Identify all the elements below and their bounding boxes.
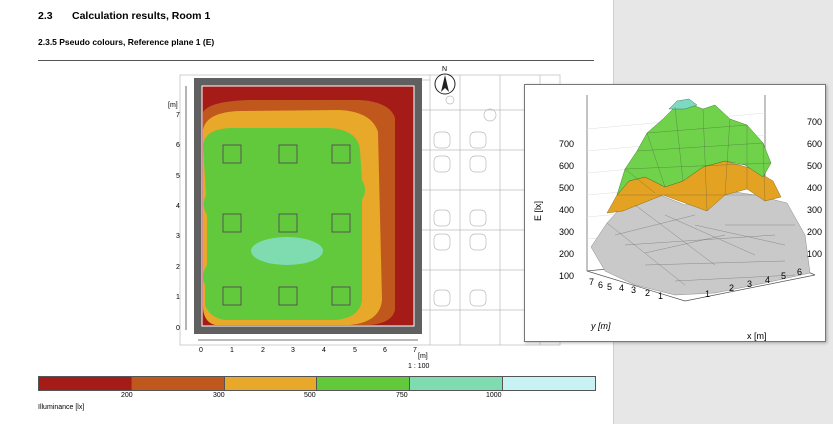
report-page: 2.3 Calculation results, Room 1 2.3.5 Pse…	[0, 0, 614, 424]
legend-swatch	[131, 377, 225, 390]
x-axis-label: x [m]	[747, 331, 767, 341]
y-axis-ticks: 7 6 5 4 3 2 1	[589, 277, 663, 301]
illuminance-legend-bar	[38, 376, 596, 391]
z-tick: 300	[559, 227, 574, 237]
north-arrow-icon	[434, 73, 456, 95]
plan-y-tick: 4	[176, 203, 180, 210]
plan-y-tick: 2	[176, 264, 180, 271]
legend-tick: 200	[121, 392, 133, 399]
plan-y-tick: 3	[176, 233, 180, 240]
x-tick: 2	[729, 283, 734, 293]
right-tick: 600	[807, 139, 822, 149]
z-axis-ticks: 100 200 300 400 500 600 700	[559, 139, 574, 281]
section-title: Calculation results, Room 1	[72, 10, 211, 22]
right-tick: 100	[807, 249, 822, 259]
legend-label: Illuminance [lx]	[38, 404, 85, 411]
x-tick: 1	[705, 289, 710, 299]
contour-750	[202, 128, 365, 320]
plan-scale: 1 : 100	[408, 363, 430, 370]
contour-1000	[251, 237, 323, 265]
x-tick: 4	[765, 275, 770, 285]
y-tick: 1	[658, 291, 663, 301]
plan-y-tick: 1	[176, 294, 180, 301]
legend-tick: 500	[304, 392, 316, 399]
surface-mesh	[606, 106, 796, 286]
plan-x-tick: 4	[322, 347, 326, 354]
north-label: N	[442, 66, 447, 73]
plan-y-unit: [m]	[168, 102, 178, 109]
z-tick: 500	[559, 183, 574, 193]
legend-swatch	[410, 377, 504, 390]
legend-swatch	[503, 377, 595, 390]
heading-divider	[38, 60, 594, 61]
legend-swatch	[224, 377, 318, 390]
y-tick: 2	[645, 288, 650, 298]
x-tick: 3	[747, 279, 752, 289]
illuminance-3d-plot: E [lx] 100 200 300 400 500 600 700 100 2…	[524, 84, 826, 342]
legend-swatch	[39, 377, 132, 390]
x-tick: 5	[781, 271, 786, 281]
plan-y-tick: 5	[176, 173, 180, 180]
y-tick: 5	[607, 282, 612, 292]
plan-y-tick: 0	[176, 325, 180, 332]
right-tick: 300	[807, 205, 822, 215]
right-axis-ticks: 100 200 300 400 500 600 700	[807, 117, 822, 259]
plan-x-unit: [m]	[418, 353, 428, 360]
surface-plot-svg: E [lx] 100 200 300 400 500 600 700 100 2…	[533, 95, 822, 341]
z-tick: 700	[559, 139, 574, 149]
subsection-heading: 2.3.5 Pseudo colours, Reference plane 1 …	[38, 37, 215, 47]
y-tick: 7	[589, 277, 594, 287]
y-axis-label: y [m]	[590, 321, 611, 331]
plan-x-tick: 6	[383, 347, 387, 354]
plan-x-tick: 2	[261, 347, 265, 354]
plan-x-tick: 7	[413, 347, 417, 354]
floor-plan-figure: [m] 0 1 2 3 4 5 6 7 0 1 2 3 4 5 6 7 [m] …	[168, 66, 561, 370]
surface-teal-peak	[668, 98, 698, 110]
section-heading: 2.3 Calculation results, Room 1	[38, 10, 210, 22]
surface-green	[616, 102, 772, 196]
right-tick: 400	[807, 183, 822, 193]
x-tick: 6	[797, 267, 802, 277]
plan-y-ticks: 0 1 2 3 4 5 6 7	[176, 112, 180, 332]
z-axis-label: E [lx]	[533, 201, 543, 221]
legend-swatch	[317, 377, 411, 390]
plan-x-tick: 0	[199, 347, 203, 354]
plan-x-tick: 5	[353, 347, 357, 354]
z-tick: 400	[559, 205, 574, 215]
plan-y-tick: 7	[176, 112, 180, 119]
legend-tick: 1000	[486, 392, 502, 399]
luminaire-grid	[222, 144, 351, 306]
z-tick: 100	[559, 271, 574, 281]
section-number: 2.3	[38, 10, 53, 22]
y-tick: 4	[619, 283, 624, 293]
x-axis-ticks: 1 2 3 4 5 6	[705, 267, 802, 299]
plan-x-tick: 3	[291, 347, 295, 354]
right-tick: 500	[807, 161, 822, 171]
right-tick: 200	[807, 227, 822, 237]
z-tick: 600	[559, 161, 574, 171]
y-tick: 6	[598, 280, 603, 290]
legend-tick: 300	[213, 392, 225, 399]
right-tick: 700	[807, 117, 822, 127]
legend-tick: 750	[396, 392, 408, 399]
plan-x-ticks: 0 1 2 3 4 5 6 7	[199, 347, 417, 354]
plan-x-tick: 1	[230, 347, 234, 354]
plan-y-tick: 6	[176, 142, 180, 149]
z-tick: 200	[559, 249, 574, 259]
y-tick: 3	[631, 285, 636, 295]
